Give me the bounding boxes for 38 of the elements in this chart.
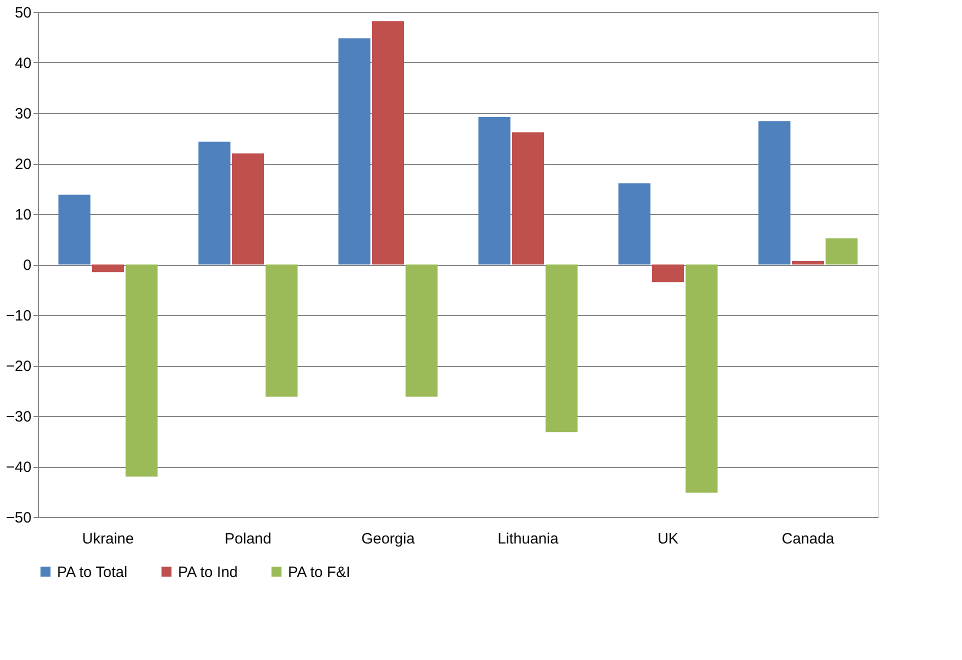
y-tick-label: 0	[23, 257, 32, 274]
bar	[198, 142, 230, 264]
y-tick-label: 10	[14, 206, 32, 224]
y-tick-label: 40	[14, 55, 32, 72]
bar	[652, 264, 684, 282]
bar	[512, 132, 544, 264]
bar	[126, 264, 158, 477]
legend-label: PA to Total	[57, 564, 128, 581]
bar	[758, 121, 790, 264]
x-tick-label: UK	[658, 530, 678, 548]
y-tick-label: 20	[14, 156, 32, 173]
legend-label: PA to F&I	[288, 564, 350, 581]
x-tick-label: Poland	[224, 530, 272, 548]
y-tick-label: 30	[14, 106, 32, 122]
bar	[686, 264, 718, 493]
bar	[92, 264, 124, 272]
bar	[546, 264, 578, 432]
y-tick-label: −20	[6, 358, 32, 375]
bar	[478, 117, 510, 264]
bar	[792, 260, 824, 264]
x-tick-label: Ukraine	[82, 530, 134, 548]
bar	[338, 38, 370, 264]
x-tick-label: Georgia	[361, 530, 416, 548]
bar	[232, 153, 264, 264]
bar	[826, 238, 858, 264]
legend-label: PA to Ind	[178, 564, 238, 581]
bar	[58, 194, 90, 264]
y-tick-label: −30	[6, 408, 32, 426]
x-tick-label: Canada	[782, 530, 835, 548]
bar	[618, 183, 650, 264]
y-tick-label: −10	[6, 308, 32, 324]
bar	[406, 264, 438, 397]
bar	[266, 264, 298, 397]
bar	[372, 21, 404, 264]
y-tick-label: 50	[14, 4, 32, 22]
y-tick-label: −50	[6, 510, 32, 526]
y-tick-label: −40	[6, 459, 32, 476]
x-tick-label: Lithuania	[498, 530, 560, 548]
